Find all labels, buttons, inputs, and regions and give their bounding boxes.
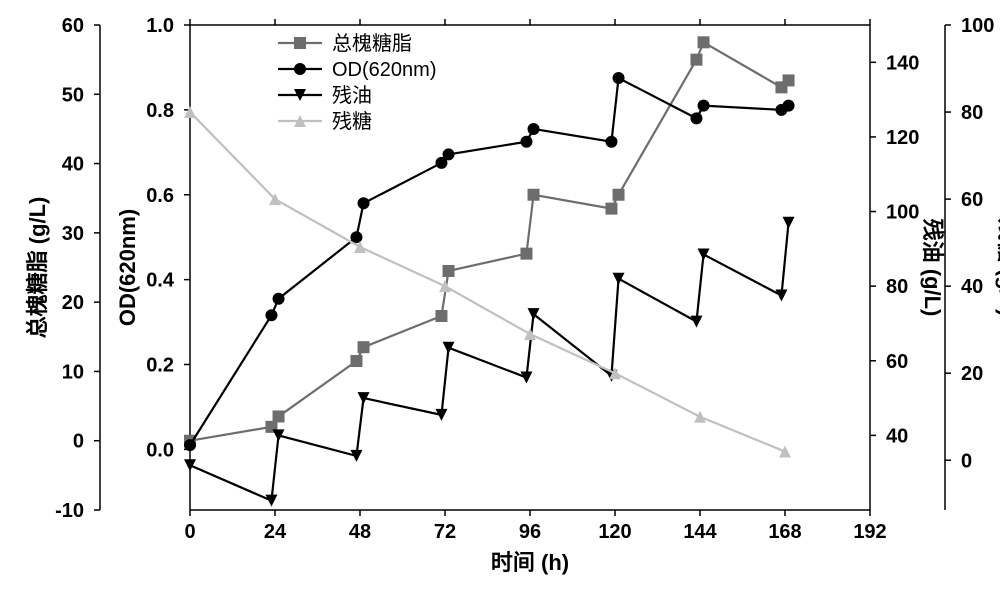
svg-text:残油 (g/L): 残油 (g/L) [920, 219, 945, 317]
svg-text:96: 96 [519, 521, 541, 543]
svg-text:-10: -10 [55, 500, 84, 522]
svg-text:24: 24 [264, 521, 287, 543]
svg-text:残油: 残油 [332, 84, 372, 107]
svg-text:192: 192 [853, 521, 886, 543]
chart-container: 0 24 48 72 96 120 144 168 192 时间 (h) 0.0 0.2 0.4 0.6 0… [0, 0, 1000, 600]
svg-text:120: 120 [886, 127, 919, 149]
svg-text:残糖 (g/L): 残糖 (g/L) [995, 219, 1000, 317]
svg-text:残糖: 残糖 [332, 110, 372, 133]
svg-text:0.6: 0.6 [146, 185, 174, 207]
svg-text:140: 140 [886, 52, 919, 74]
svg-text:0.4: 0.4 [146, 270, 175, 292]
svg-text:144: 144 [683, 521, 717, 543]
svg-text:60: 60 [886, 351, 908, 373]
svg-text:168: 168 [768, 521, 801, 543]
svg-text:50: 50 [62, 84, 84, 106]
svg-text:120: 120 [598, 521, 631, 543]
svg-text:80: 80 [886, 276, 908, 298]
svg-text:60: 60 [961, 189, 983, 211]
svg-text:40: 40 [886, 425, 908, 447]
svg-text:72: 72 [434, 521, 456, 543]
svg-text:0: 0 [961, 450, 972, 472]
svg-text:总槐糖脂: 总槐糖脂 [332, 32, 412, 55]
svg-text:总槐糖脂 (g/L): 总槐糖脂 (g/L) [25, 197, 50, 339]
svg-text:OD(620nm): OD(620nm) [332, 59, 436, 81]
svg-text:1.0: 1.0 [146, 15, 174, 37]
chart-svg: 0 24 48 72 96 120 144 168 192 时间 (h) 0.0 0.2 0.4 0.6 0… [0, 0, 1000, 600]
svg-text:100: 100 [886, 202, 919, 224]
svg-text:30: 30 [62, 223, 84, 245]
svg-text:0.0: 0.0 [146, 439, 174, 461]
svg-text:20: 20 [62, 292, 84, 314]
svg-text:时间 (h): 时间 (h) [491, 550, 569, 575]
svg-text:10: 10 [62, 361, 84, 383]
svg-text:0: 0 [73, 431, 84, 453]
svg-text:OD(620nm): OD(620nm) [115, 209, 140, 326]
svg-text:60: 60 [62, 15, 84, 37]
svg-text:48: 48 [349, 521, 371, 543]
svg-text:40: 40 [961, 276, 983, 298]
svg-text:80: 80 [961, 102, 983, 124]
svg-text:0: 0 [184, 521, 195, 543]
svg-text:0.2: 0.2 [146, 355, 174, 377]
svg-text:100: 100 [961, 15, 994, 37]
svg-text:40: 40 [62, 154, 84, 176]
svg-text:20: 20 [961, 363, 983, 385]
svg-text:0.8: 0.8 [146, 100, 174, 122]
